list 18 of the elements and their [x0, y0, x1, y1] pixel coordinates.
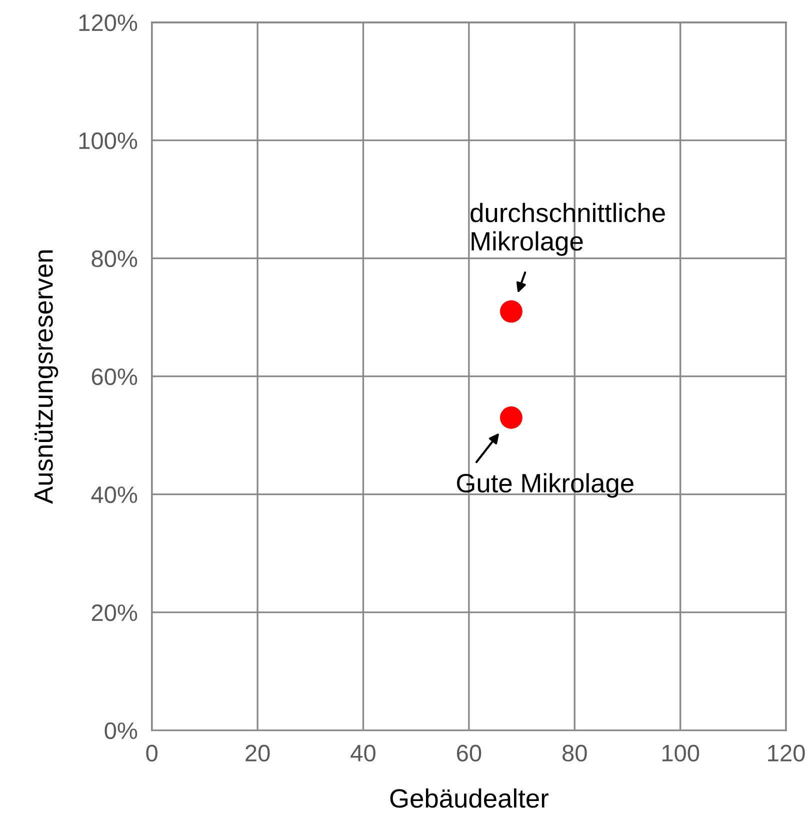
annotation: durchschnittliche Mikrolage	[470, 202, 665, 256]
x-tick-label: 100	[662, 744, 700, 762]
x-tick-label: 120	[768, 744, 805, 762]
x-tick-label: 80	[562, 744, 587, 762]
y-tick-label: 60%	[92, 368, 138, 386]
y-tick-label: 40%	[91, 486, 138, 504]
annotation: Gute Mikrolage	[456, 473, 634, 498]
x-tick-label: 60	[457, 744, 482, 762]
x-tick-label: 0	[146, 744, 158, 762]
y-tick-label: 80%	[92, 250, 138, 268]
y-tick-label: 20%	[92, 604, 138, 622]
y-tick-label: 0%	[104, 722, 138, 740]
y-tick-label: 120%	[79, 14, 138, 32]
x-tick-label: 20	[246, 744, 270, 762]
x-tick-label: 40	[350, 744, 376, 762]
y-axis-title: Ausnützungsreserven	[34, 250, 58, 504]
y-tick-label: 100%	[79, 132, 138, 150]
x-axis-title: Gebäudealter	[390, 788, 548, 808]
